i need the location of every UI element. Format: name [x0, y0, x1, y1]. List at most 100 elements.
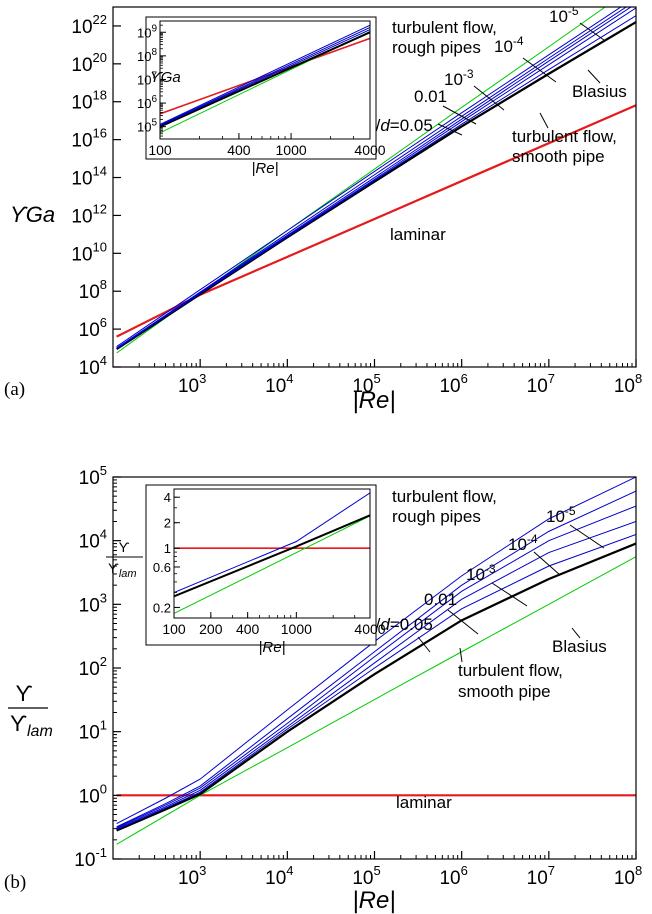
- b-series-line-5: [116, 505, 636, 829]
- annotation-arrows-a: [437, 22, 605, 136]
- plot-area-a: [116, 7, 636, 354]
- inset-y-tick-label: 107: [137, 70, 157, 87]
- y-tick-label: 10-1: [74, 845, 107, 871]
- arrow-b-smooth-pipe: [459, 647, 463, 663]
- inset-x-label-b: |Re|: [259, 639, 286, 656]
- inset-x-tick-label: 400: [236, 621, 260, 637]
- x-tick-label: 105: [352, 371, 380, 397]
- panel-b: (b) 103 104 105 106 107 108 10-11001011021031…: [4, 463, 642, 914]
- arrow-b-0.01: [447, 609, 479, 635]
- y-axis-label-a: ϒGa: [10, 202, 55, 227]
- inset-b: 100 200 400 1000 4000 0.2 0.6 1 2 4 |Re| ϒ ϒlam: [106, 484, 386, 656]
- annotation-b-rough-pipes-line1: turbulent flow,: [392, 487, 497, 506]
- b-series-line-7: [116, 477, 636, 825]
- inset-x-ticks-a: 100 400 1000 4000: [148, 133, 386, 158]
- inset-x-tick-label: 1000: [276, 142, 307, 158]
- inset-x-tick-label: 200: [199, 621, 223, 637]
- inset-y-tick-label: 0.6: [153, 560, 171, 575]
- inset-x-label-a: |Re|: [252, 160, 279, 177]
- x-tick-label: 108: [614, 863, 642, 889]
- annotation-b-smooth-pipe-line2: smooth pipe: [458, 682, 551, 701]
- inset-axes-b: [173, 488, 371, 619]
- b-series-line-2: [116, 542, 636, 832]
- panel-a: (a) 103 104 105 106 107 108 104 106 108 1010 1012…: [4, 4, 642, 414]
- panel-label-a: (a): [4, 379, 25, 400]
- arrow-b-1e-3: [491, 582, 528, 607]
- y-tick-label: 103: [79, 590, 107, 616]
- inset-plot-area-a: [160, 24, 370, 134]
- inset-y-tick-label: 0.2: [153, 600, 171, 615]
- inset-plot-area-b: [174, 492, 370, 614]
- annotation-b-blasius: Blasius: [552, 637, 607, 656]
- annotation-laminar: laminar: [390, 225, 446, 244]
- annotation-b-eps-1e-4: 10-4: [508, 532, 538, 554]
- y-tick-label: 105: [79, 463, 107, 489]
- y-tick-label: 1016: [71, 126, 107, 152]
- annotation-b-eps-0.01: 0.01: [424, 590, 457, 609]
- annotations-a: turbulent flow, rough pipes 10-5 10-4 10…: [368, 4, 627, 244]
- y-tick-label: 108: [79, 277, 107, 303]
- annotation-eps-0.01: 0.01: [414, 87, 447, 106]
- inset-x-tick-label: 100: [148, 142, 172, 158]
- arrow-smooth-pipe: [539, 112, 549, 129]
- inset-x-tick-label: 4000: [354, 621, 385, 637]
- b-inset-series-line-2: [174, 514, 370, 598]
- b-inset-series-line-3: [174, 492, 370, 593]
- inset-y-tick-label: 4: [164, 490, 171, 505]
- a-series-line-7: [116, 7, 622, 347]
- x-tick-label: 105: [352, 863, 380, 889]
- a-inset-series-line-2: [160, 31, 370, 128]
- inset-y-tick-label: 109: [137, 23, 157, 40]
- y-axis-label-b-numerator: ϒ: [16, 681, 33, 706]
- a-inset-series-line-5: [160, 24, 370, 125]
- x-tick-label: 103: [178, 371, 206, 397]
- inset-y-tick-label: 2: [164, 516, 171, 531]
- annotation-rough-pipes-line1: turbulent flow,: [392, 18, 497, 37]
- arrow-1e-4: [522, 57, 557, 83]
- y-tick-label: 1014: [71, 164, 107, 190]
- x-tick-label: 106: [439, 863, 467, 889]
- panel-label-b: (b): [4, 872, 26, 893]
- a-inset-series-line-3: [160, 29, 370, 127]
- y-axis-label-b: ϒ ϒlam: [8, 681, 53, 740]
- x-axis-label-b: |Re|: [352, 887, 395, 914]
- inset-x-ticks-b: 100 200 400 1000 4000: [162, 612, 386, 637]
- inset-y-tick-label: 108: [137, 47, 157, 64]
- arrow-b-1e-4: [533, 551, 561, 576]
- x-tick-label: 108: [614, 371, 642, 397]
- b-series-line-1: [116, 556, 636, 845]
- inset-y-label-b-denominator: ϒlam: [108, 560, 137, 580]
- b-inset-series-line-1: [174, 515, 370, 614]
- inset-y-tick-label: 1: [164, 541, 171, 556]
- annotation-b-laminar: laminar: [396, 793, 452, 812]
- plot-area-b: [116, 477, 636, 845]
- inset-y-tick-label: 106: [137, 94, 157, 111]
- y-axis-ticks-a: 104 106 108 1010 1012 1014 1016 1018 1020 1022: [71, 12, 121, 379]
- annotation-b-smooth-pipe-line1: turbulent flow,: [458, 661, 563, 680]
- y-tick-label: 100: [79, 781, 107, 807]
- inset-y-tick-label: 105: [137, 118, 157, 135]
- y-tick-label: 106: [79, 315, 107, 341]
- y-tick-label: 104: [79, 527, 107, 553]
- y-tick-label: 1010: [71, 239, 107, 265]
- y-tick-label: 104: [79, 353, 107, 379]
- inset-y-label-b: ϒ ϒlam: [106, 539, 143, 580]
- b-series-line-6: [116, 490, 636, 828]
- annotation-rough-pipes-line2: rough pipes: [392, 38, 481, 57]
- a-series-line-6: [116, 7, 628, 349]
- x-tick-label: 104: [265, 371, 293, 397]
- inset-a: 100 400 1000 4000 105 106 107 108 109 |Re| ϒGa: [137, 16, 386, 177]
- x-tick-label: 106: [439, 371, 467, 397]
- inset-x-tick-label: 100: [162, 621, 186, 637]
- x-tick-label: 107: [527, 371, 555, 397]
- a-inset-series-line-4: [160, 26, 370, 126]
- annotation-smooth-pipe-line1: turbulent flow,: [512, 127, 617, 146]
- arrow-b-1e-5: [569, 524, 605, 549]
- annotation-eps-1e-5: 10-5: [549, 4, 579, 26]
- x-axis-label-a: |Re|: [352, 387, 395, 414]
- y-tick-label: 101: [79, 718, 107, 744]
- x-axis-ticks-b: 103 104 105 106 107 108: [138, 851, 642, 889]
- arrow-b-0.05: [417, 636, 431, 653]
- inset-x-tick-label: 4000: [354, 142, 385, 158]
- arrow-blasius: [587, 69, 601, 84]
